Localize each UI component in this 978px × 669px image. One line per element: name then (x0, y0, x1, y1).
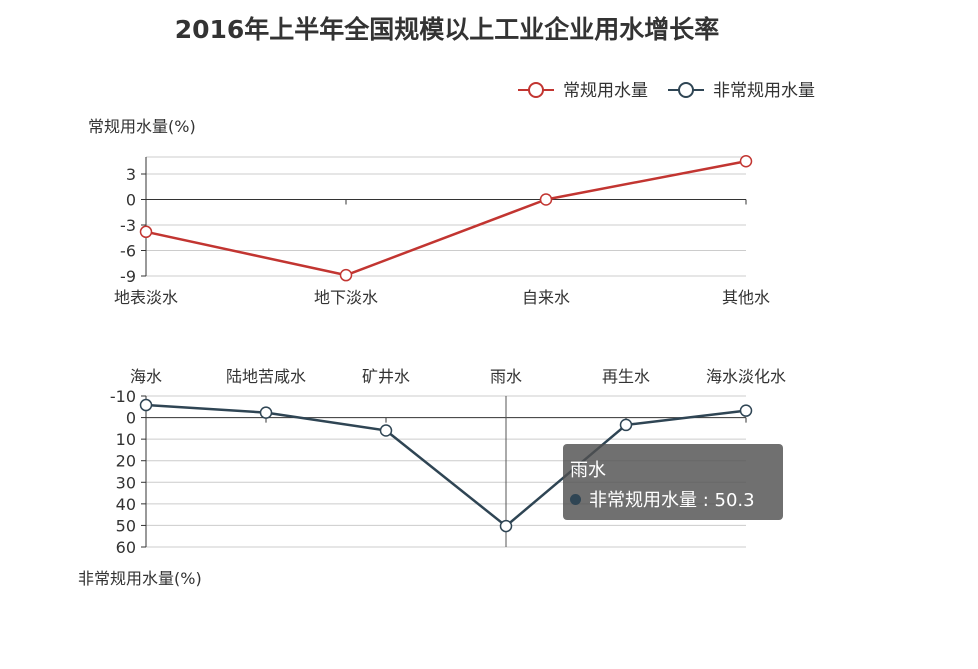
x-tick-label: 地表淡水 (114, 288, 178, 307)
y-tick-label: 10 (116, 430, 136, 449)
x-tick-label: 自来水 (522, 288, 570, 307)
y-tick-label: 0 (126, 191, 136, 210)
top-x-tick-labels: 地表淡水 地下淡水 自来水 其他水 (114, 288, 770, 307)
legend-label-nonregular: 非常规用水量 (713, 81, 815, 101)
legend-marker-nonregular (678, 82, 694, 98)
data-point-regular[interactable] (139, 225, 153, 239)
y-tick-label: 30 (116, 473, 136, 492)
tooltip-marker (570, 494, 581, 505)
tooltip: 雨水 非常规用水量 : 50.3 (563, 444, 783, 520)
data-point-nonregular[interactable] (379, 424, 393, 437)
tooltip-title: 雨水 (570, 460, 606, 481)
y-tick-label: 40 (116, 495, 136, 514)
y-tick-label: -3 (120, 216, 136, 235)
x-tick-label: 再生水 (602, 367, 650, 386)
legend-item-nonregular[interactable]: 非常规用水量 (668, 81, 815, 101)
y-tick-label: -9 (120, 267, 136, 286)
legend-label-regular: 常规用水量 (563, 81, 648, 101)
y-tick-label: 3 (126, 165, 136, 184)
x-tick-label: 海水 (130, 367, 162, 386)
top-y-tick-labels: -9 -6 -3 0 3 (120, 165, 136, 286)
x-tick-label: 其他水 (722, 288, 770, 307)
data-point-regular[interactable] (739, 155, 753, 168)
top-chart: 常规用水量(%) -9 -6 -3 0 3 地表淡水 地下淡水 自来水 其他水 (88, 117, 770, 307)
bottom-y-tick-labels: -10 0 10 20 30 40 50 60 (110, 387, 136, 557)
tooltip-value: 非常规用水量 : 50.3 (589, 490, 755, 511)
legend: 常规用水量 非常规用水量 (518, 81, 815, 101)
y-tick-label: -10 (110, 387, 136, 406)
series-line-regular (145, 160, 747, 277)
y-tick-label: 20 (116, 452, 136, 471)
legend-item-regular[interactable]: 常规用水量 (518, 81, 648, 101)
y-tick-label: 0 (126, 409, 136, 428)
data-point-nonregular[interactable] (259, 406, 273, 419)
data-point-regular[interactable] (339, 268, 353, 282)
data-point-nonregular[interactable] (619, 418, 633, 432)
bottom-y-axis-name: 非常规用水量(%) (78, 569, 202, 588)
data-point-nonregular[interactable] (739, 404, 753, 417)
x-tick-label: 海水淡化水 (706, 367, 786, 386)
x-tick-label: 矿井水 (362, 367, 410, 386)
data-point-nonregular[interactable] (499, 519, 513, 533)
data-point-regular[interactable] (539, 193, 553, 206)
legend-marker-regular (528, 82, 544, 98)
chart-title: 2016年上半年全国规模以上工业企业用水增长率 (175, 15, 720, 44)
x-tick-label: 地下淡水 (314, 288, 378, 307)
bottom-axes (141, 395, 747, 548)
bottom-chart: 非常规用水量(%) -100102030405060 海水 陆地苦咸水 矿井水 雨水再… (78, 367, 786, 588)
series-line-nonregular (145, 403, 747, 528)
bottom-x-tick-labels: 海水 陆地苦咸水 矿井水 雨水 再生水 海水淡化水 (130, 367, 786, 386)
y-tick-label: 50 (116, 516, 136, 535)
series-nonregular (139, 398, 753, 533)
x-tick-label: 陆地苦咸水 (226, 367, 306, 386)
top-y-axis-name: 常规用水量(%) (88, 117, 196, 136)
top-gridlines (146, 156, 746, 277)
top-axes (141, 157, 747, 277)
series-regular (139, 155, 753, 282)
y-tick-label: -6 (120, 242, 136, 261)
data-point-nonregular[interactable] (139, 398, 153, 412)
y-tick-label: 60 (116, 538, 136, 557)
tooltip-row: 非常规用水量 : 50.3 (570, 486, 755, 512)
x-tick-label: 雨水 (490, 367, 522, 386)
